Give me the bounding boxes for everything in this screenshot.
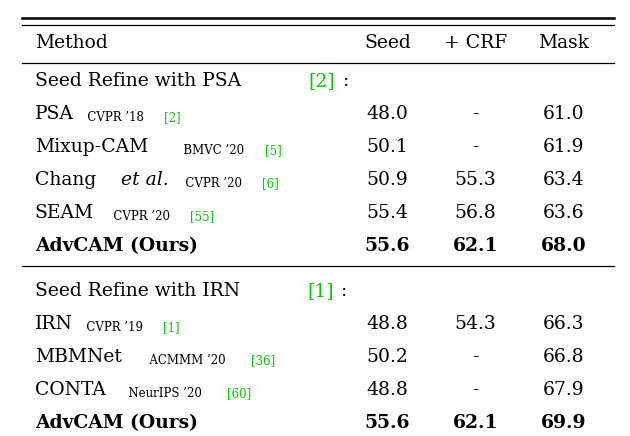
Text: Seed Refine with IRN: Seed Refine with IRN [35,282,246,300]
Text: -: - [472,105,479,123]
Text: + CRF: + CRF [444,34,507,52]
Text: CONTA: CONTA [35,381,106,399]
Text: 54.3: 54.3 [455,315,496,333]
Text: [2]: [2] [164,111,180,124]
Text: 63.6: 63.6 [543,204,585,222]
Text: -: - [472,138,479,156]
Text: 62.1: 62.1 [453,414,498,432]
Text: 61.9: 61.9 [543,138,585,156]
Text: [6]: [6] [262,177,279,190]
Text: 48.8: 48.8 [367,315,408,333]
Text: 62.1: 62.1 [453,237,498,255]
Text: 48.8: 48.8 [367,381,408,399]
Text: 55.4: 55.4 [367,204,408,222]
Text: Method: Method [35,34,107,52]
Text: Mask: Mask [539,34,589,52]
Text: 61.0: 61.0 [543,105,585,123]
Text: Seed Refine with PSA: Seed Refine with PSA [35,72,247,90]
Text: 55.3: 55.3 [455,171,496,189]
Text: CVPR ’20: CVPR ’20 [183,177,244,190]
Text: CVPR ’18: CVPR ’18 [85,111,146,124]
Text: IRN: IRN [35,315,72,333]
Text: Seed: Seed [364,34,411,52]
Text: [60]: [60] [227,387,251,400]
Text: [55]: [55] [190,210,214,223]
Text: 50.1: 50.1 [367,138,408,156]
Text: CVPR ’19: CVPR ’19 [84,320,145,334]
Text: 69.9: 69.9 [541,414,587,432]
Text: [1]: [1] [307,282,334,300]
Text: SEAM: SEAM [35,204,94,222]
Text: PSA: PSA [35,105,74,123]
Text: CVPR ’20: CVPR ’20 [111,210,173,223]
Text: :: : [341,282,348,300]
Text: [1]: [1] [163,320,180,334]
Text: 67.9: 67.9 [543,381,585,399]
Text: [2]: [2] [308,72,335,90]
Text: 56.8: 56.8 [455,204,496,222]
Text: -: - [472,381,479,399]
Text: 66.8: 66.8 [543,348,585,366]
Text: 63.4: 63.4 [543,171,585,189]
Text: :: : [343,72,349,90]
Text: NeurIPS ’20: NeurIPS ’20 [126,387,204,400]
Text: AdvCAM (Ours): AdvCAM (Ours) [35,414,198,432]
Text: MBMNet: MBMNet [35,348,122,366]
Text: 55.6: 55.6 [365,237,410,255]
Text: Mixup-CAM: Mixup-CAM [35,138,148,156]
Text: AdvCAM (Ours): AdvCAM (Ours) [35,237,198,255]
Text: 55.6: 55.6 [365,414,410,432]
Text: 50.9: 50.9 [367,171,408,189]
Text: ACMMM ’20: ACMMM ’20 [147,354,228,367]
Text: [5]: [5] [265,143,282,157]
Text: 48.0: 48.0 [367,105,408,123]
Text: -: - [472,348,479,366]
Text: [36]: [36] [251,354,275,367]
Text: Chang: Chang [35,171,102,189]
Text: 66.3: 66.3 [543,315,585,333]
Text: 68.0: 68.0 [541,237,587,255]
Text: et al.: et al. [122,171,169,189]
Text: 50.2: 50.2 [367,348,408,366]
Text: BMVC ’20: BMVC ’20 [181,143,246,157]
